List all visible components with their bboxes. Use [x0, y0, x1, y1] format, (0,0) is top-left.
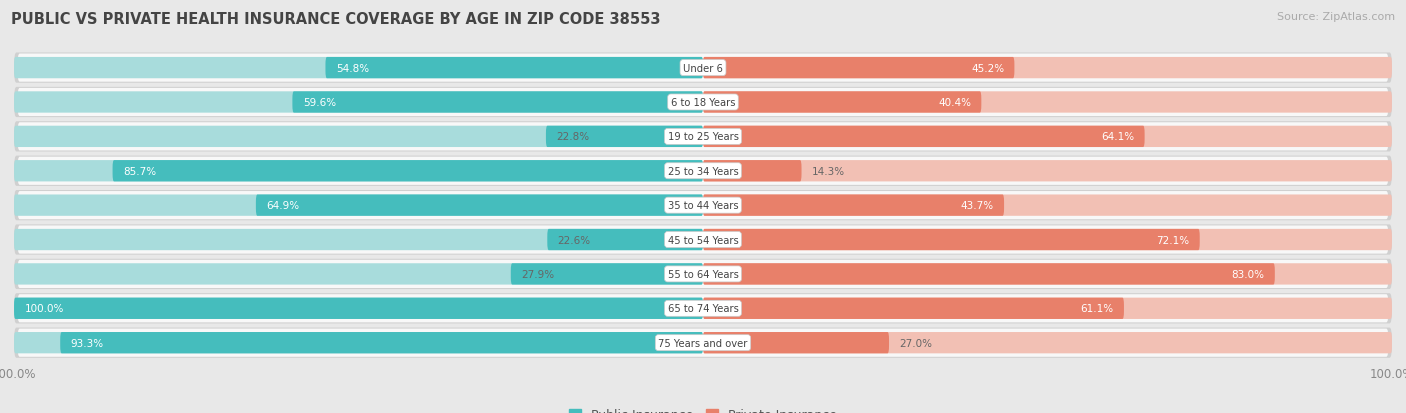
FancyBboxPatch shape	[14, 294, 1392, 324]
Text: 64.1%: 64.1%	[1101, 132, 1135, 142]
FancyBboxPatch shape	[14, 263, 703, 285]
FancyBboxPatch shape	[547, 229, 703, 251]
Text: 19 to 25 Years: 19 to 25 Years	[668, 132, 738, 142]
Text: 100.0%: 100.0%	[24, 304, 63, 313]
FancyBboxPatch shape	[703, 229, 1392, 251]
Text: 75 Years and over: 75 Years and over	[658, 338, 748, 348]
FancyBboxPatch shape	[703, 161, 801, 182]
FancyBboxPatch shape	[703, 58, 1014, 79]
FancyBboxPatch shape	[546, 126, 703, 148]
Text: 22.8%: 22.8%	[557, 132, 589, 142]
FancyBboxPatch shape	[17, 89, 1389, 117]
Text: Under 6: Under 6	[683, 64, 723, 74]
FancyBboxPatch shape	[14, 225, 1392, 255]
FancyBboxPatch shape	[703, 229, 1199, 251]
FancyBboxPatch shape	[14, 58, 703, 79]
Text: 83.0%: 83.0%	[1232, 269, 1264, 279]
FancyBboxPatch shape	[60, 332, 703, 354]
FancyBboxPatch shape	[14, 156, 1392, 186]
FancyBboxPatch shape	[14, 92, 703, 113]
FancyBboxPatch shape	[14, 332, 703, 354]
FancyBboxPatch shape	[14, 229, 703, 251]
FancyBboxPatch shape	[703, 298, 1392, 319]
FancyBboxPatch shape	[14, 161, 703, 182]
Text: Source: ZipAtlas.com: Source: ZipAtlas.com	[1277, 12, 1395, 22]
Text: 35 to 44 Years: 35 to 44 Years	[668, 201, 738, 211]
FancyBboxPatch shape	[17, 55, 1389, 83]
Text: 25 to 34 Years: 25 to 34 Years	[668, 166, 738, 176]
FancyBboxPatch shape	[14, 122, 1392, 152]
FancyBboxPatch shape	[112, 161, 703, 182]
FancyBboxPatch shape	[703, 126, 1144, 148]
Text: 43.7%: 43.7%	[960, 201, 994, 211]
FancyBboxPatch shape	[17, 294, 1389, 323]
FancyBboxPatch shape	[17, 329, 1389, 357]
FancyBboxPatch shape	[703, 126, 1392, 148]
FancyBboxPatch shape	[703, 195, 1392, 216]
FancyBboxPatch shape	[17, 123, 1389, 151]
FancyBboxPatch shape	[703, 332, 1392, 354]
FancyBboxPatch shape	[703, 161, 1392, 182]
Text: 61.1%: 61.1%	[1080, 304, 1114, 313]
Text: 55 to 64 Years: 55 to 64 Years	[668, 269, 738, 279]
FancyBboxPatch shape	[703, 298, 1123, 319]
Text: 22.6%: 22.6%	[558, 235, 591, 245]
Text: 6 to 18 Years: 6 to 18 Years	[671, 98, 735, 108]
FancyBboxPatch shape	[703, 92, 981, 113]
Text: 59.6%: 59.6%	[302, 98, 336, 108]
FancyBboxPatch shape	[14, 126, 703, 148]
FancyBboxPatch shape	[17, 192, 1389, 220]
Text: 65 to 74 Years: 65 to 74 Years	[668, 304, 738, 313]
FancyBboxPatch shape	[256, 195, 703, 216]
FancyBboxPatch shape	[14, 259, 1392, 290]
FancyBboxPatch shape	[17, 260, 1389, 288]
Text: 14.3%: 14.3%	[811, 166, 845, 176]
FancyBboxPatch shape	[14, 53, 1392, 83]
FancyBboxPatch shape	[14, 298, 703, 319]
Text: 64.9%: 64.9%	[266, 201, 299, 211]
Text: 93.3%: 93.3%	[70, 338, 104, 348]
FancyBboxPatch shape	[17, 226, 1389, 254]
FancyBboxPatch shape	[14, 190, 1392, 221]
Text: 27.9%: 27.9%	[522, 269, 554, 279]
FancyBboxPatch shape	[14, 328, 1392, 358]
FancyBboxPatch shape	[703, 332, 889, 354]
Text: 85.7%: 85.7%	[122, 166, 156, 176]
Text: 45.2%: 45.2%	[972, 64, 1004, 74]
Text: 27.0%: 27.0%	[900, 338, 932, 348]
Legend: Public Insurance, Private Insurance: Public Insurance, Private Insurance	[564, 404, 842, 413]
FancyBboxPatch shape	[703, 263, 1275, 285]
FancyBboxPatch shape	[703, 92, 1392, 113]
FancyBboxPatch shape	[325, 58, 703, 79]
FancyBboxPatch shape	[17, 157, 1389, 185]
Text: 72.1%: 72.1%	[1156, 235, 1189, 245]
Text: 45 to 54 Years: 45 to 54 Years	[668, 235, 738, 245]
FancyBboxPatch shape	[14, 88, 1392, 118]
FancyBboxPatch shape	[510, 263, 703, 285]
Text: PUBLIC VS PRIVATE HEALTH INSURANCE COVERAGE BY AGE IN ZIP CODE 38553: PUBLIC VS PRIVATE HEALTH INSURANCE COVER…	[11, 12, 661, 27]
FancyBboxPatch shape	[14, 195, 703, 216]
FancyBboxPatch shape	[14, 298, 703, 319]
FancyBboxPatch shape	[703, 195, 1004, 216]
Text: 40.4%: 40.4%	[938, 98, 972, 108]
FancyBboxPatch shape	[292, 92, 703, 113]
FancyBboxPatch shape	[703, 58, 1392, 79]
FancyBboxPatch shape	[703, 263, 1392, 285]
Text: 54.8%: 54.8%	[336, 64, 368, 74]
